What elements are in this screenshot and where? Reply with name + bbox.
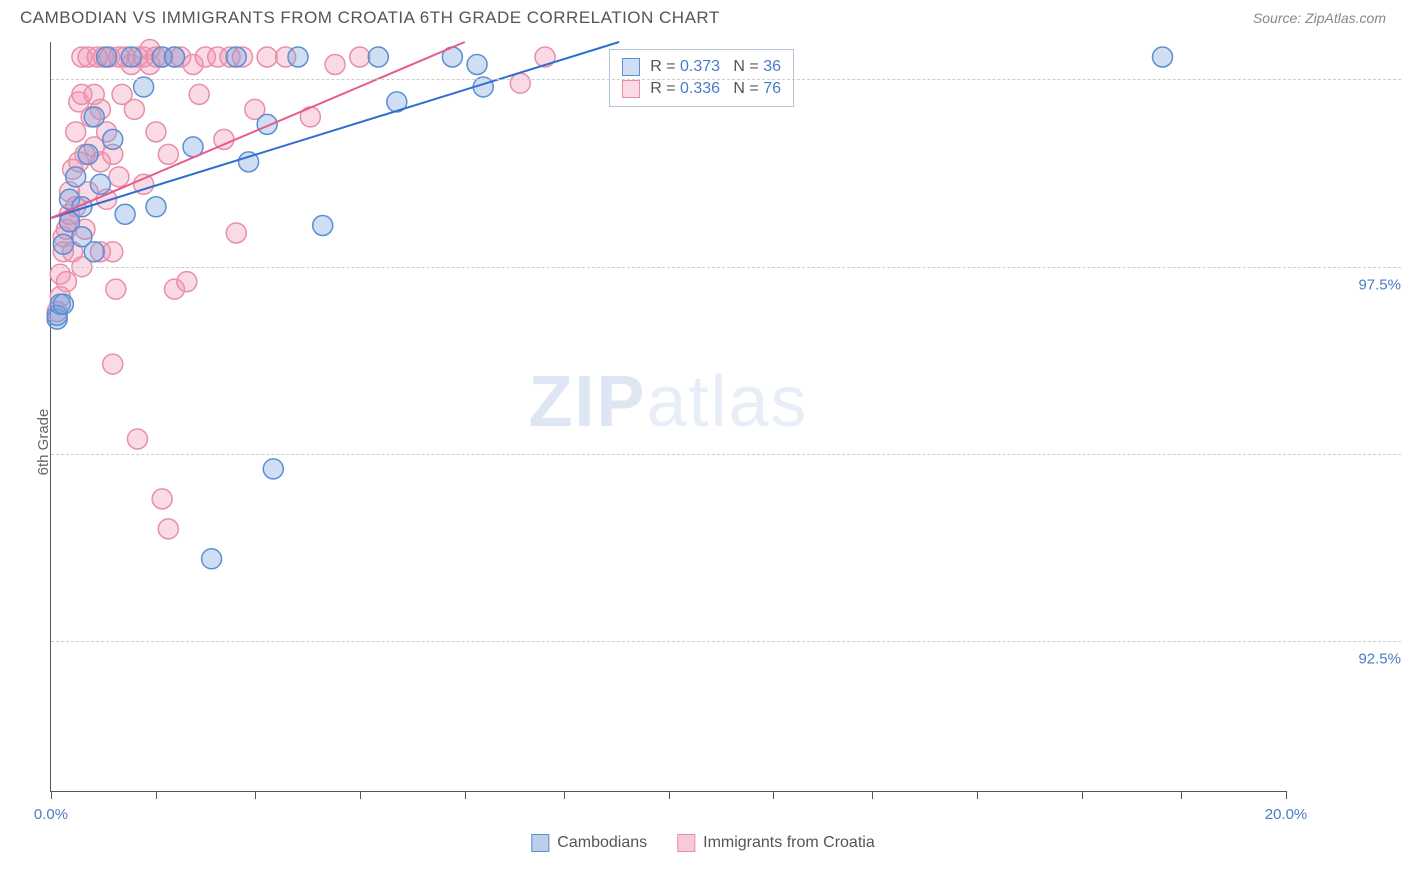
scatter-point [97, 47, 117, 67]
legend-item: Cambodians [531, 834, 647, 852]
series-swatch [622, 80, 640, 98]
scatter-point [510, 73, 530, 93]
scatter-point [106, 279, 126, 299]
source-attribution: Source: ZipAtlas.com [1253, 10, 1386, 26]
x-tick [1181, 791, 1182, 799]
series-swatch [622, 58, 640, 76]
scatter-point [103, 129, 123, 149]
x-tick [1286, 791, 1287, 799]
x-tick [156, 791, 157, 799]
scatter-point [66, 167, 86, 187]
page-title: CAMBODIAN VS IMMIGRANTS FROM CROATIA 6TH… [20, 8, 720, 28]
scatter-point [350, 47, 370, 67]
legend-swatch [531, 834, 549, 852]
y-tick-label: 97.5% [1301, 276, 1401, 293]
scatter-point [325, 54, 345, 74]
scatter-point [257, 47, 277, 67]
stat-text: R = 0.336 N = 76 [650, 80, 781, 98]
scatter-point [103, 242, 123, 262]
legend-label: Cambodians [557, 834, 647, 852]
scatter-point [165, 47, 185, 67]
x-tick-label: 0.0% [34, 806, 68, 823]
x-tick [51, 791, 52, 799]
scatter-point [146, 197, 166, 217]
scatter-point [158, 144, 178, 164]
scatter-plot: ZIPatlas R = 0.373 N = 36R = 0.336 N = 7… [50, 42, 1286, 792]
legend-item: Immigrants from Croatia [677, 834, 875, 852]
gridline [51, 641, 1401, 642]
scatter-point [115, 204, 135, 224]
scatter-point [152, 489, 172, 509]
scatter-point [56, 272, 76, 292]
gridline [51, 79, 1401, 80]
stat-text: R = 0.373 N = 36 [650, 58, 781, 76]
scatter-point [226, 47, 246, 67]
scatter-point [313, 216, 333, 236]
scatter-point [53, 294, 73, 314]
legend-swatch [677, 834, 695, 852]
x-tick [564, 791, 565, 799]
scatter-point [202, 549, 222, 569]
stats-row: R = 0.336 N = 76 [622, 78, 781, 100]
scatter-point [1153, 47, 1173, 67]
scatter-point [53, 234, 73, 254]
scatter-point [158, 519, 178, 539]
x-tick [255, 791, 256, 799]
x-tick [669, 791, 670, 799]
x-tick [1082, 791, 1083, 799]
scatter-point [257, 114, 277, 134]
scatter-point [189, 84, 209, 104]
scatter-point [121, 47, 141, 67]
scatter-point [226, 223, 246, 243]
x-tick-label: 20.0% [1265, 806, 1308, 823]
scatter-point [467, 54, 487, 74]
plot-svg [51, 42, 1286, 791]
x-tick [360, 791, 361, 799]
x-tick [977, 791, 978, 799]
scatter-point [66, 122, 86, 142]
scatter-point [109, 167, 129, 187]
scatter-point [84, 107, 104, 127]
scatter-point [146, 122, 166, 142]
scatter-point [103, 354, 123, 374]
scatter-point [288, 47, 308, 67]
x-tick [465, 791, 466, 799]
scatter-point [368, 47, 388, 67]
legend: Cambodians Immigrants from Croatia [531, 834, 874, 852]
legend-label: Immigrants from Croatia [703, 834, 875, 852]
gridline [51, 454, 1401, 455]
y-tick-label: 92.5% [1301, 651, 1401, 668]
scatter-point [90, 174, 110, 194]
scatter-point [177, 272, 197, 292]
scatter-point [127, 429, 147, 449]
scatter-point [84, 242, 104, 262]
x-tick [773, 791, 774, 799]
scatter-point [124, 99, 144, 119]
scatter-point [263, 459, 283, 479]
scatter-point [78, 144, 98, 164]
x-tick [872, 791, 873, 799]
stats-row: R = 0.373 N = 36 [622, 56, 781, 78]
chart-container: 6th Grade ZIPatlas R = 0.373 N = 36R = 0… [0, 32, 1406, 852]
gridline [51, 267, 1401, 268]
